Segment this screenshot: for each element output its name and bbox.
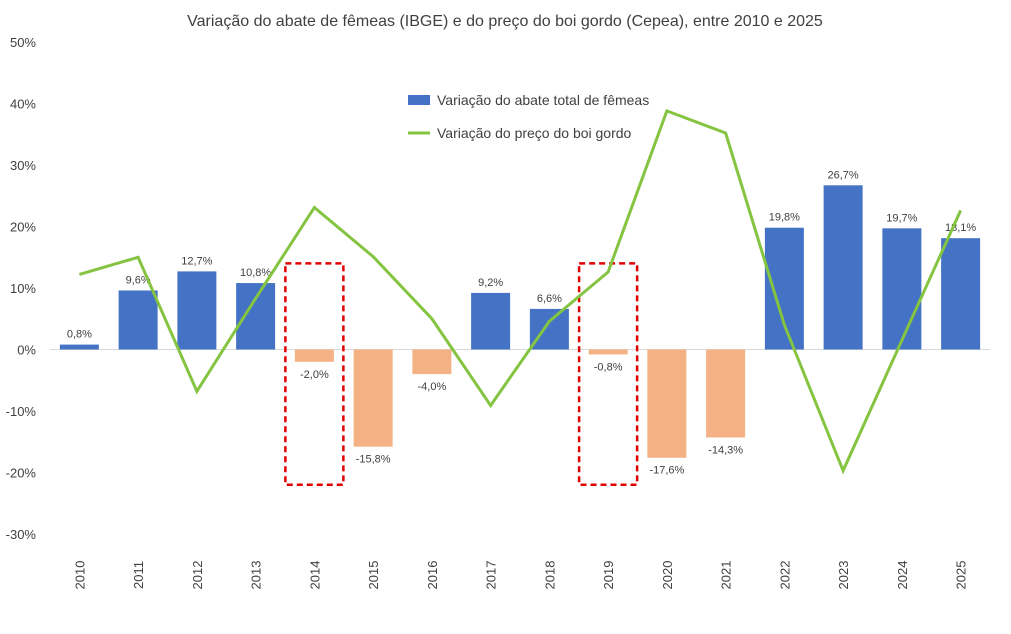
x-tick-label: 2013 — [249, 561, 264, 590]
y-tick-label: 40% — [10, 97, 36, 112]
x-tick-label: 2010 — [72, 561, 87, 590]
legend-label-bars: Variação do abate total de fêmeas — [437, 92, 649, 108]
x-tick-label: 2022 — [777, 561, 792, 590]
bar-2019 — [588, 349, 628, 355]
bar-2015 — [353, 349, 393, 447]
bar-2025 — [941, 238, 981, 350]
data-label: 9,6% — [126, 274, 151, 286]
x-tick-label: 2019 — [601, 561, 616, 590]
y-tick-label: -30% — [6, 527, 37, 542]
bar-2014 — [294, 349, 334, 362]
data-label: 19,8% — [769, 212, 800, 224]
data-label: -2,0% — [300, 369, 329, 381]
data-label: 12,7% — [181, 255, 212, 267]
x-tick-label: 2017 — [484, 561, 499, 590]
bar-2021 — [706, 349, 746, 438]
x-tick-label: 2018 — [542, 561, 557, 590]
y-tick-label: 10% — [10, 281, 36, 296]
data-label: -0,8% — [594, 361, 623, 373]
y-tick-label: 0% — [17, 343, 36, 358]
bar-2016 — [412, 349, 452, 375]
x-tick-label: 2020 — [660, 561, 675, 590]
data-label: -17,6% — [649, 465, 684, 477]
x-tick-label: 2021 — [719, 561, 734, 590]
bar-2010 — [59, 344, 99, 350]
bar-2011 — [118, 290, 158, 350]
bar-2012 — [177, 271, 217, 350]
y-tick-label: 30% — [10, 158, 36, 173]
y-tick-label: -20% — [6, 466, 37, 481]
bar-2018 — [529, 308, 569, 350]
x-tick-label: 2024 — [895, 561, 910, 590]
x-tick-label: 2014 — [307, 561, 322, 590]
data-label: -14,3% — [708, 444, 743, 456]
y-tick-label: 20% — [10, 220, 36, 235]
data-label: 9,2% — [478, 277, 503, 289]
x-tick-label: 2025 — [954, 561, 969, 590]
bar-2020 — [647, 349, 687, 458]
data-label: 0,8% — [67, 329, 92, 341]
legend-swatch-bars — [408, 95, 430, 105]
price-line — [78, 108, 962, 475]
data-label: -15,8% — [356, 454, 391, 466]
bar-2022 — [764, 227, 804, 350]
data-label: 10,8% — [240, 267, 271, 279]
bar-2023 — [823, 185, 863, 350]
data-label: 19,7% — [886, 212, 917, 224]
x-tick-label: 2012 — [190, 561, 205, 590]
x-tick-label: 2023 — [836, 561, 851, 590]
x-tick-label: 2016 — [425, 561, 440, 590]
x-tick-label: 2011 — [131, 561, 146, 589]
data-label: 6,6% — [537, 293, 562, 305]
bar-2013 — [236, 283, 276, 350]
chart-title: Variação do abate de fêmeas (IBGE) e do … — [187, 13, 823, 30]
bar-2017 — [471, 292, 511, 350]
data-label: -4,0% — [418, 381, 447, 393]
bar-2024 — [882, 228, 922, 350]
legend: Variação do abate total de fêmeas Variaç… — [408, 92, 649, 141]
data-label: 26,7% — [828, 169, 859, 181]
y-tick-label: -10% — [6, 404, 37, 419]
x-tick-label: 2015 — [366, 561, 381, 590]
legend-label-line: Variação do preço do boi gordo — [437, 125, 632, 141]
highlight-box-2019 — [577, 262, 639, 487]
y-tick-label: 50% — [10, 35, 36, 50]
